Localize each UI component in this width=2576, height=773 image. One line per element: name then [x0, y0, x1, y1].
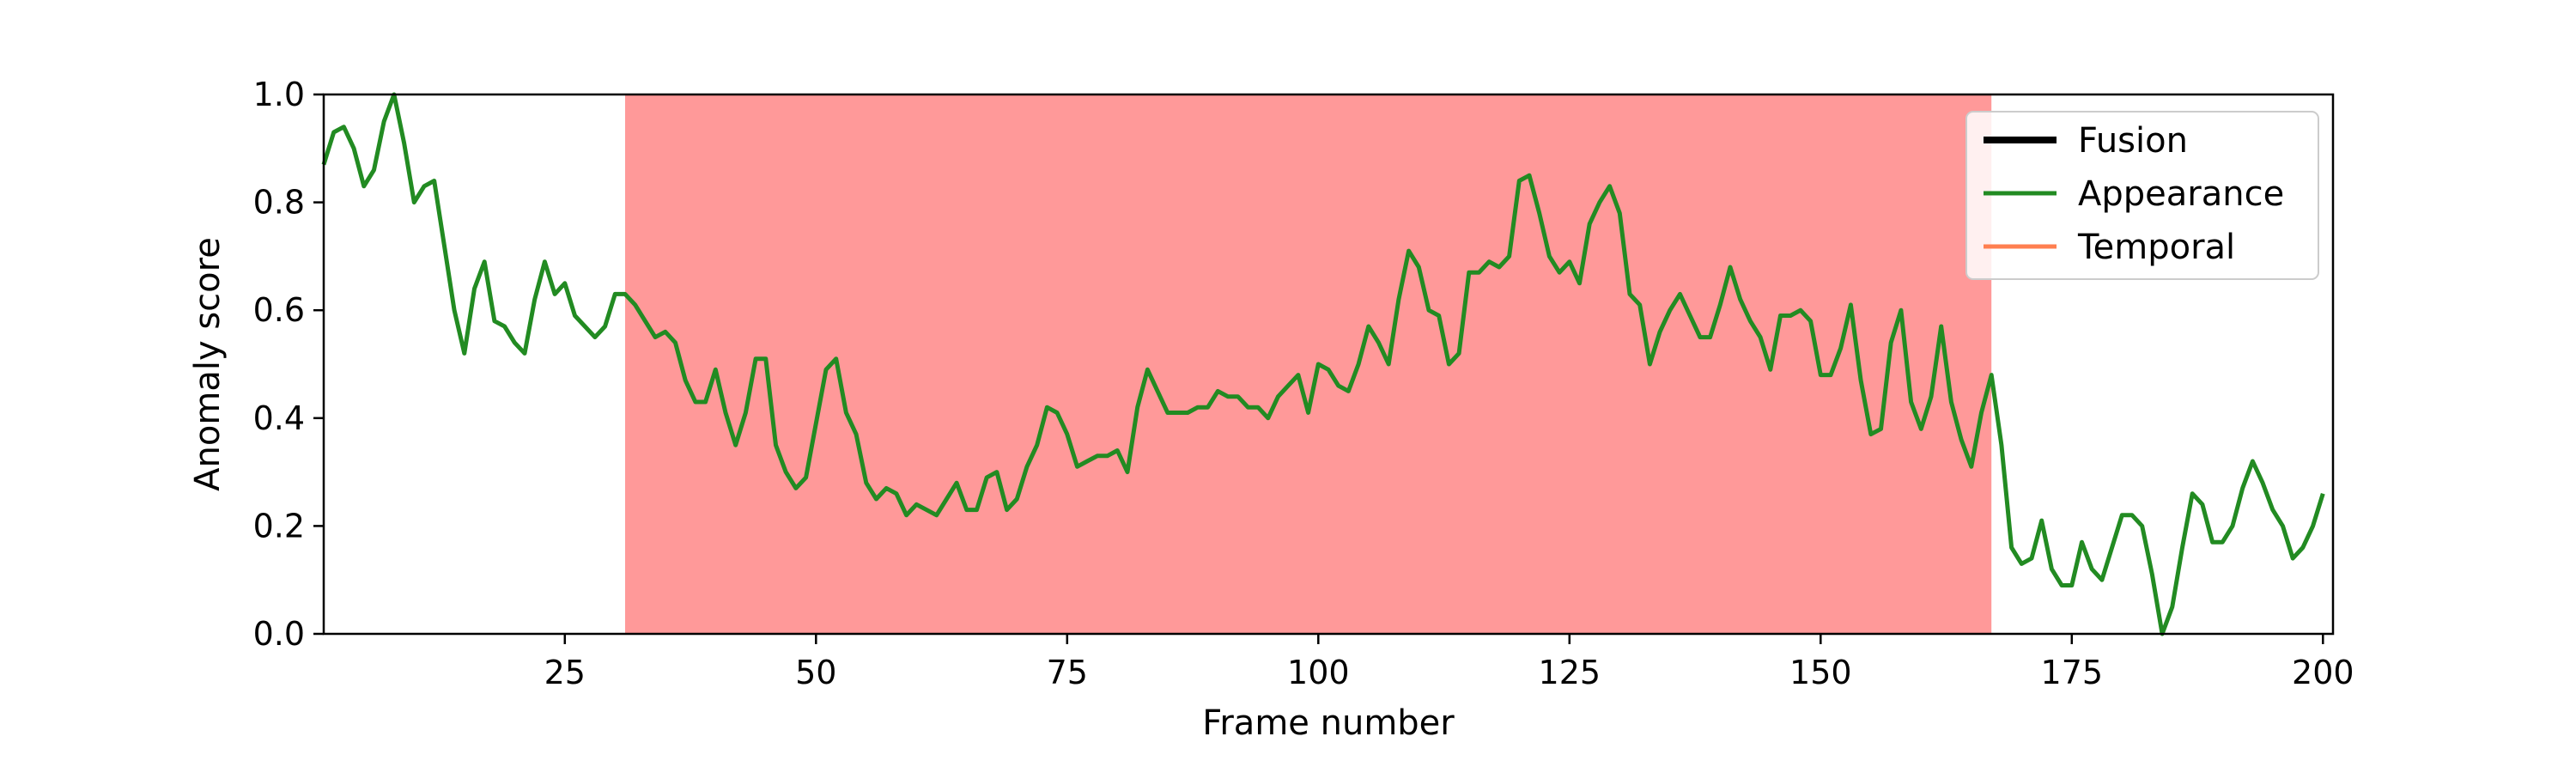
y-tick-label: 0.6: [253, 291, 305, 329]
anomaly-region-layer: [625, 94, 1992, 634]
legend-box: [1965, 111, 2319, 280]
legend-label-temporal: Temporal: [2077, 228, 2235, 267]
x-tick-label: 125: [1539, 654, 1601, 691]
x-tick-label: 150: [1789, 654, 1852, 691]
series-layer: [321, 92, 2325, 636]
y-tick-label: 0.8: [253, 184, 305, 222]
x-axis-label: Frame number: [1202, 703, 1455, 743]
x-tick-label: 200: [2292, 654, 2354, 691]
x-tick-label: 175: [2041, 654, 2104, 691]
x-tick-label: 25: [544, 654, 586, 691]
legend-label-fusion: Fusion: [2078, 121, 2188, 161]
y-axis-label: Anomaly score: [188, 237, 228, 491]
series-line-appearance: [321, 92, 2325, 636]
plot-frame: [322, 93, 2335, 636]
x-axis-ticks: 25 50 75 100 125 150 175 200: [544, 634, 2354, 691]
y-axis-ticks: 0.0 0.2 0.4 0.6 0.8 1.0: [253, 76, 324, 653]
y-tick-label: 0.4: [253, 399, 305, 437]
y-tick-label: 0.2: [253, 507, 305, 545]
anomaly-region: [625, 94, 1992, 634]
x-tick-label: 50: [795, 654, 836, 691]
y-tick-label: 1.0: [253, 76, 305, 113]
x-tick-label: 75: [1047, 654, 1088, 691]
legend-label-appearance: Appearance: [2078, 174, 2284, 214]
y-tick-label: 0.0: [253, 615, 305, 653]
x-tick-label: 100: [1287, 654, 1350, 691]
legend: Fusion Appearance Temporal: [1965, 111, 2319, 280]
